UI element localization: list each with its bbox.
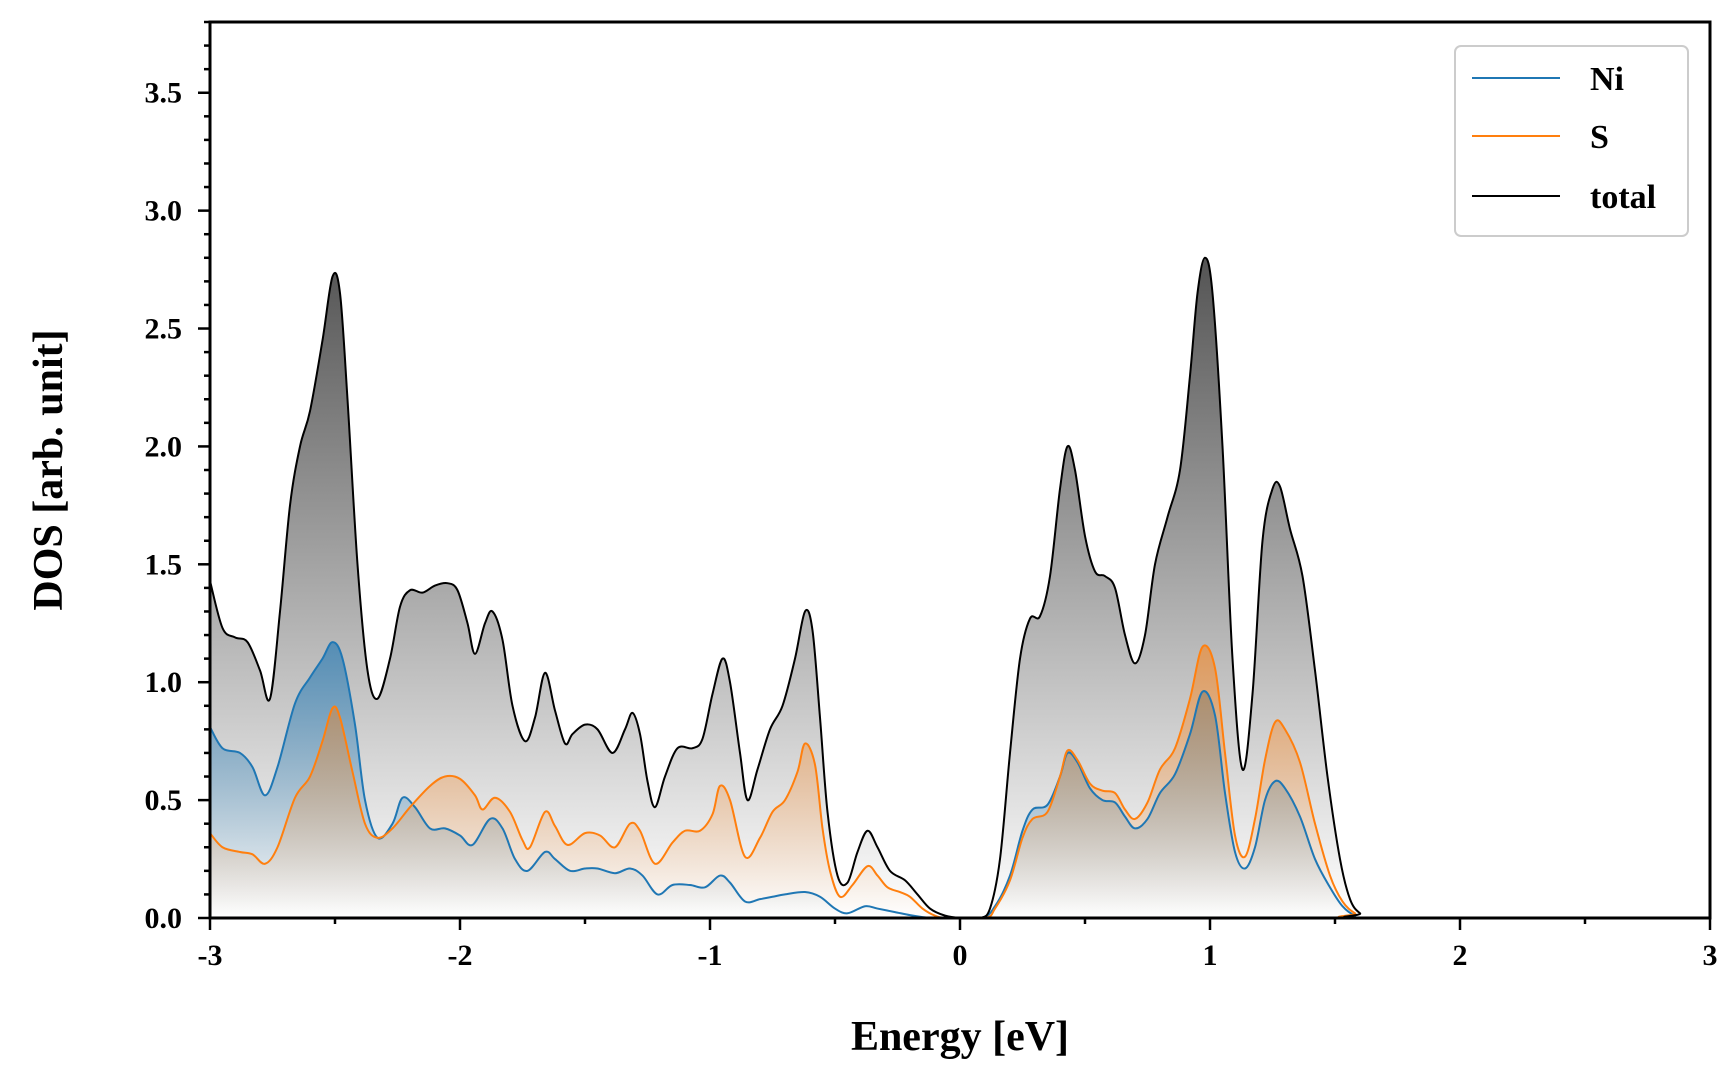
legend-label-total: total <box>1590 179 1656 216</box>
x-axis: -3 -2 -1 0 1 2 3 <box>198 918 1718 972</box>
ni-series-line <box>210 641 1710 918</box>
plot-area <box>210 256 1710 918</box>
legend-box <box>1454 45 1689 237</box>
legend: Ni S total <box>1454 45 1689 237</box>
y-axis-title: DOS [arb. unit] <box>26 329 72 610</box>
x-tick-label: -1 <box>698 939 723 972</box>
total-series-fill <box>210 257 1710 918</box>
y-axis: 0.0 0.5 1.0 1.5 2.0 2.5 3.0 3.5 <box>145 20 210 935</box>
y-tick-label: 3.0 <box>145 195 183 228</box>
y-tick-label: 0.0 <box>145 902 183 935</box>
legend-label-s: S <box>1590 119 1609 156</box>
x-tick-label: 0 <box>953 939 968 972</box>
x-axis-title: Energy [eV] <box>851 1014 1069 1060</box>
x-tick-label: 3 <box>1703 939 1718 972</box>
x-tick-label: 2 <box>1453 939 1468 972</box>
y-tick-label: 0.5 <box>145 784 183 817</box>
y-tick-label: 2.5 <box>145 313 183 346</box>
x-tick-label: 1 <box>1203 939 1218 972</box>
legend-label-ni: Ni <box>1590 61 1624 98</box>
y-tick-label: 3.5 <box>145 77 183 110</box>
y-tick-label: 1.0 <box>145 666 183 699</box>
x-tick-label: -3 <box>198 939 223 972</box>
y-tick-label: 2.0 <box>145 430 183 463</box>
x-tick-label: -2 <box>448 939 473 972</box>
s-series-line <box>210 644 1710 918</box>
y-tick-label: 1.5 <box>145 548 183 581</box>
total-series-line <box>210 256 1710 918</box>
s-series-fill <box>210 645 1710 918</box>
